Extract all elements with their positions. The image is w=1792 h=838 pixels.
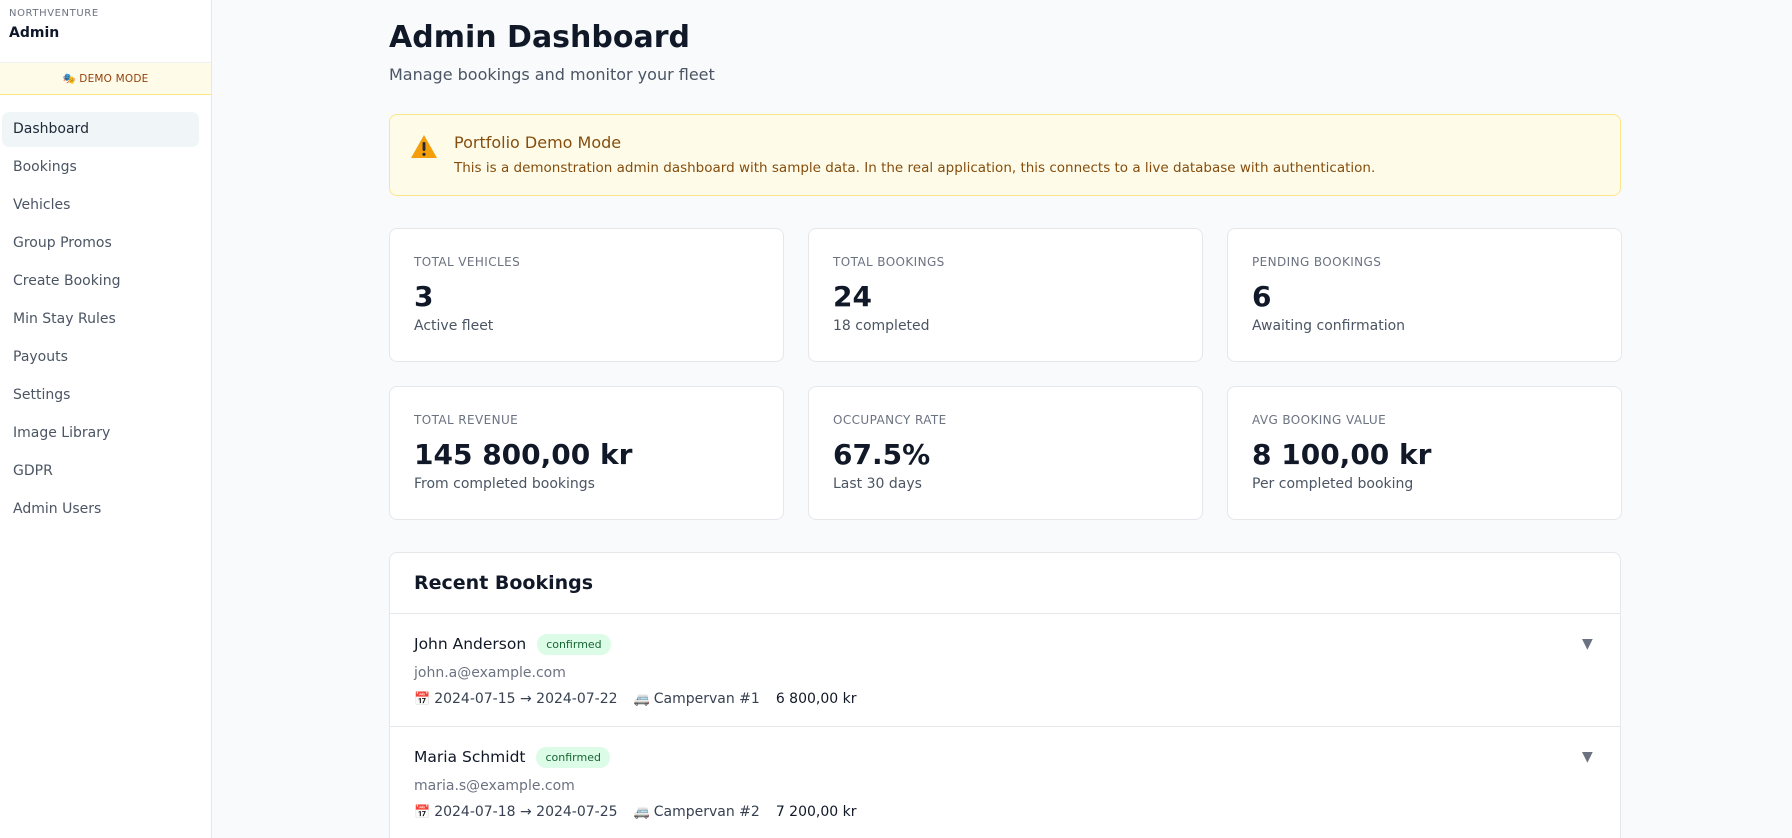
stat-subtext: Per completed booking <box>1252 476 1414 492</box>
demo-mode-badge: 🎭 DEMO MODE <box>0 63 211 95</box>
stat-card-avg-booking-value: AVG BOOKING VALUE 8 100,00 kr Per comple… <box>1227 386 1622 520</box>
booking-dates-text: 2024-07-18 → 2024-07-25 <box>434 804 618 820</box>
stat-label: TOTAL REVENUE <box>414 413 519 427</box>
demo-alert: Portfolio Demo Mode This is a demonstrat… <box>389 114 1621 196</box>
chevron-down-icon[interactable]: ▼ <box>1582 636 1593 652</box>
sidebar-item-settings[interactable]: Settings <box>13 387 71 403</box>
chevron-down-icon[interactable]: ▼ <box>1582 749 1593 765</box>
stat-card-occupancy-rate: OCCUPANCY RATE 67.5% Last 30 days <box>808 386 1203 520</box>
stat-value: 6 <box>1252 280 1272 313</box>
booking-price: 6 800,00 kr <box>775 691 857 707</box>
recent-bookings-panel: Recent Bookings John Anderson confirmed … <box>389 552 1621 838</box>
booking-vehicle-text: Campervan #2 <box>653 804 760 820</box>
stats-grid: TOTAL VEHICLES 3 Active fleet TOTAL BOOK… <box>389 228 1622 520</box>
booking-meta: 📅 2024-07-15 → 2024-07-22 🚐 Campervan #1… <box>414 691 1596 707</box>
main-content: Admin Dashboard Manage bookings and moni… <box>212 0 1792 838</box>
stat-value: 145 800,00 kr <box>414 438 633 471</box>
stat-value: 8 100,00 kr <box>1252 438 1432 471</box>
page-subtitle: Manage bookings and monitor your fleet <box>389 65 715 84</box>
booking-price: 7 200,00 kr <box>775 804 857 820</box>
stat-subtext: Last 30 days <box>833 476 922 492</box>
alert-body: Portfolio Demo Mode This is a demonstrat… <box>454 133 1375 177</box>
sidebar-item-image-library[interactable]: Image Library <box>13 425 111 441</box>
sidebar-item-vehicles[interactable]: Vehicles <box>13 197 71 213</box>
status-badge: confirmed <box>537 633 611 655</box>
sidebar-item-gdpr[interactable]: GDPR <box>13 463 53 479</box>
stat-subtext: Active fleet <box>414 318 494 334</box>
booking-vehicle: 🚐 Campervan #2 <box>634 804 760 820</box>
warning-icon <box>411 135 437 158</box>
guest-email: maria.s@example.com <box>414 778 575 794</box>
campervan-icon: 🚐 <box>633 691 650 707</box>
brand-title: Admin <box>9 25 60 41</box>
booking-dates: 📅 2024-07-18 → 2024-07-25 <box>414 804 618 820</box>
booking-row[interactable]: John Anderson confirmed john.a@example.c… <box>390 614 1620 727</box>
stat-label: TOTAL BOOKINGS <box>833 255 945 269</box>
alert-text: This is a demonstration admin dashboard … <box>454 160 1376 176</box>
stat-label: AVG BOOKING VALUE <box>1252 413 1387 427</box>
booking-row[interactable]: Maria Schmidt confirmed maria.s@example.… <box>390 727 1620 838</box>
sidebar-item-min-stay-rules[interactable]: Min Stay Rules <box>13 311 116 327</box>
stat-subtext: 18 completed <box>833 318 930 334</box>
stat-card-total-vehicles: TOTAL VEHICLES 3 Active fleet <box>389 228 784 362</box>
calendar-icon: 📅 <box>414 804 431 820</box>
brand: NORTHVENTURE Admin <box>0 0 211 63</box>
booking-meta: 📅 2024-07-18 → 2024-07-25 🚐 Campervan #2… <box>414 804 1596 820</box>
campervan-icon: 🚐 <box>633 804 650 820</box>
guest-name: John Anderson <box>414 635 527 653</box>
sidebar-item-admin-users[interactable]: Admin Users <box>13 501 102 517</box>
sidebar-item-bookings[interactable]: Bookings <box>13 159 77 175</box>
booking-row-top: John Anderson confirmed <box>414 632 1596 656</box>
stat-subtext: From completed bookings <box>414 476 595 492</box>
alert-title: Portfolio Demo Mode <box>454 133 622 152</box>
sidebar-nav: Dashboard Bookings Vehicles Group Promos… <box>0 95 211 527</box>
brand-company: NORTHVENTURE <box>9 8 99 19</box>
stat-card-pending-bookings: PENDING BOOKINGS 6 Awaiting confirmation <box>1227 228 1622 362</box>
stat-card-total-revenue: TOTAL REVENUE 145 800,00 kr From complet… <box>389 386 784 520</box>
sidebar-item-create-booking[interactable]: Create Booking <box>13 273 121 289</box>
status-badge: confirmed <box>536 746 610 768</box>
stat-value: 24 <box>833 280 872 313</box>
booking-row-top: Maria Schmidt confirmed <box>414 745 1596 769</box>
booking-vehicle-text: Campervan #1 <box>653 691 760 707</box>
sidebar-item-payouts[interactable]: Payouts <box>13 349 68 365</box>
guest-name: Maria Schmidt <box>414 748 526 766</box>
guest-email: john.a@example.com <box>414 665 566 681</box>
booking-dates-text: 2024-07-15 → 2024-07-22 <box>434 691 618 707</box>
stat-subtext: Awaiting confirmation <box>1252 318 1406 334</box>
recent-bookings-header: Recent Bookings <box>390 553 1620 614</box>
booking-dates: 📅 2024-07-15 → 2024-07-22 <box>414 691 618 707</box>
booking-vehicle: 🚐 Campervan #1 <box>634 691 760 707</box>
stat-label: TOTAL VEHICLES <box>414 255 521 269</box>
sidebar-item-dashboard[interactable]: Dashboard <box>2 112 199 147</box>
sidebar: NORTHVENTURE Admin 🎭 DEMO MODE Dashboard… <box>0 0 212 838</box>
stat-value: 3 <box>414 280 434 313</box>
stat-value: 67.5% <box>833 438 931 471</box>
sidebar-item-group-promos[interactable]: Group Promos <box>13 235 112 251</box>
stat-card-total-bookings: TOTAL BOOKINGS 24 18 completed <box>808 228 1203 362</box>
stat-label: PENDING BOOKINGS <box>1252 255 1382 269</box>
calendar-icon: 📅 <box>414 691 431 707</box>
recent-bookings-title: Recent Bookings <box>414 572 594 594</box>
page-title: Admin Dashboard <box>389 20 690 55</box>
stat-label: OCCUPANCY RATE <box>833 413 947 427</box>
